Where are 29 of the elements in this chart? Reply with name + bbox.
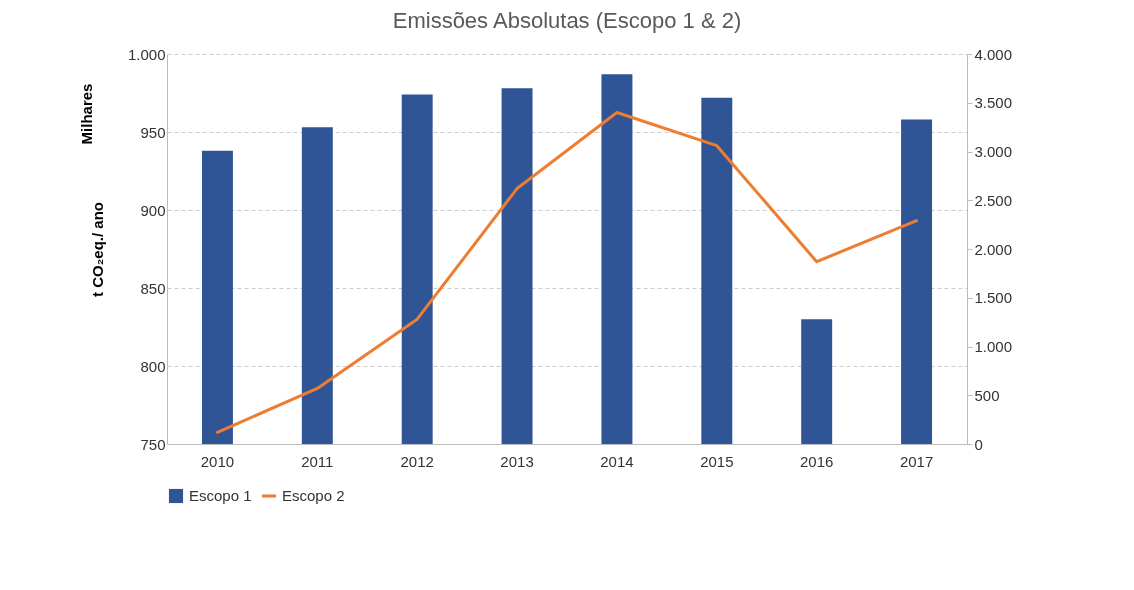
y-axis-title: t CO₂eq./ ano [88,201,106,298]
text: Milhares [78,83,95,145]
x-tick-label: 2011 [301,452,334,470]
x-tick-label: 2017 [899,452,934,470]
y2-tick-label: 4.000 [974,45,1013,63]
y2-tick-label: 1.500 [974,289,1013,307]
y-tick-label: 750 [140,435,166,453]
y2-tick-label: 500 [974,386,1000,404]
x-tick-label: 2013 [500,452,534,470]
y2-tick-label: 3.000 [974,143,1013,160]
y-tick-label: 800 [140,357,166,375]
y2-tick-label: 3.500 [974,94,1013,112]
x-tick-label: 2014 [600,452,634,470]
x-tick-label: 2010 [200,452,235,470]
y2-tick-label: 2.000 [974,240,1013,258]
y2-tick-label: 2.500 [974,191,1013,209]
y2-tick-label: 1.000 [974,338,1013,355]
y-tick-label: 900 [140,201,166,219]
chart-title: Emissões Absolutas (Escopo 1 & 2) [392,8,742,33]
legend-label: Escopo 2 [282,487,345,504]
x-tick-label: 2012 [400,452,434,470]
line-series [215,111,919,434]
y2-tick-label: 0 [974,435,983,453]
y-tick-label: 850 [140,279,166,297]
y-tick-label: 1.000 [127,45,166,63]
x-tick-label: 2016 [800,452,834,470]
legend-label: Escopo 1 [189,487,252,504]
x-tick-label: 2015 [700,452,734,470]
y-tick-label: 950 [140,123,166,141]
